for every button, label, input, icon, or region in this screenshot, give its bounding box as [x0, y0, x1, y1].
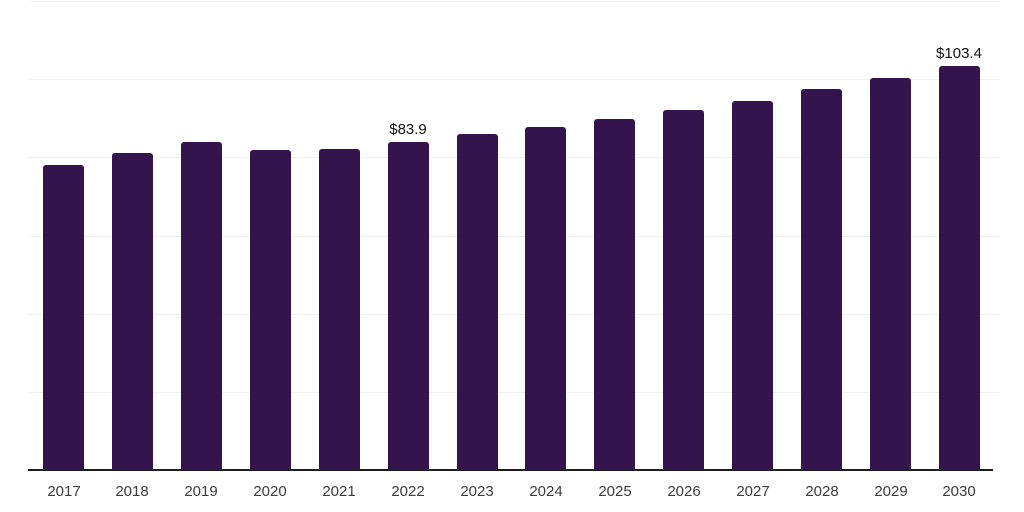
- x-tick-label: 2018: [115, 483, 149, 500]
- x-tick-label: 2029: [874, 483, 908, 500]
- bar: [801, 89, 842, 470]
- x-tick-label: 2024: [529, 483, 563, 500]
- x-tick-label: 2022: [391, 483, 425, 500]
- bar: [870, 78, 911, 470]
- x-tick-label: 2021: [322, 483, 356, 500]
- x-axis-line: [28, 469, 993, 471]
- x-tick-label: 2020: [253, 483, 287, 500]
- bar: [525, 127, 566, 470]
- x-tick-label: 2019: [184, 483, 218, 500]
- bar: [319, 149, 360, 470]
- x-tick-label: 2017: [47, 483, 81, 500]
- x-tick-label: 2023: [460, 483, 494, 500]
- bar-value-label: $103.4: [936, 45, 982, 62]
- bar: [663, 110, 704, 470]
- gridline: [28, 392, 1000, 393]
- x-tick-label: 2026: [667, 483, 701, 500]
- x-tick-label: 2028: [805, 483, 839, 500]
- bar: [250, 150, 291, 470]
- gridline: [28, 314, 1000, 315]
- bar: [457, 134, 498, 470]
- bar: [43, 165, 84, 470]
- bar: [112, 153, 153, 470]
- x-tick-label: 2027: [736, 483, 770, 500]
- bar: [939, 66, 980, 470]
- gridline: [28, 79, 1000, 80]
- gridline: [28, 157, 1000, 158]
- bar: [388, 142, 429, 470]
- gridline: [28, 1, 1000, 2]
- bar: [594, 119, 635, 470]
- x-tick-label: 2030: [942, 483, 976, 500]
- x-tick-label: 2025: [598, 483, 632, 500]
- bar: [732, 101, 773, 470]
- bar: [181, 142, 222, 470]
- gridline: [28, 236, 1000, 237]
- bar-value-label: $83.9: [389, 121, 427, 138]
